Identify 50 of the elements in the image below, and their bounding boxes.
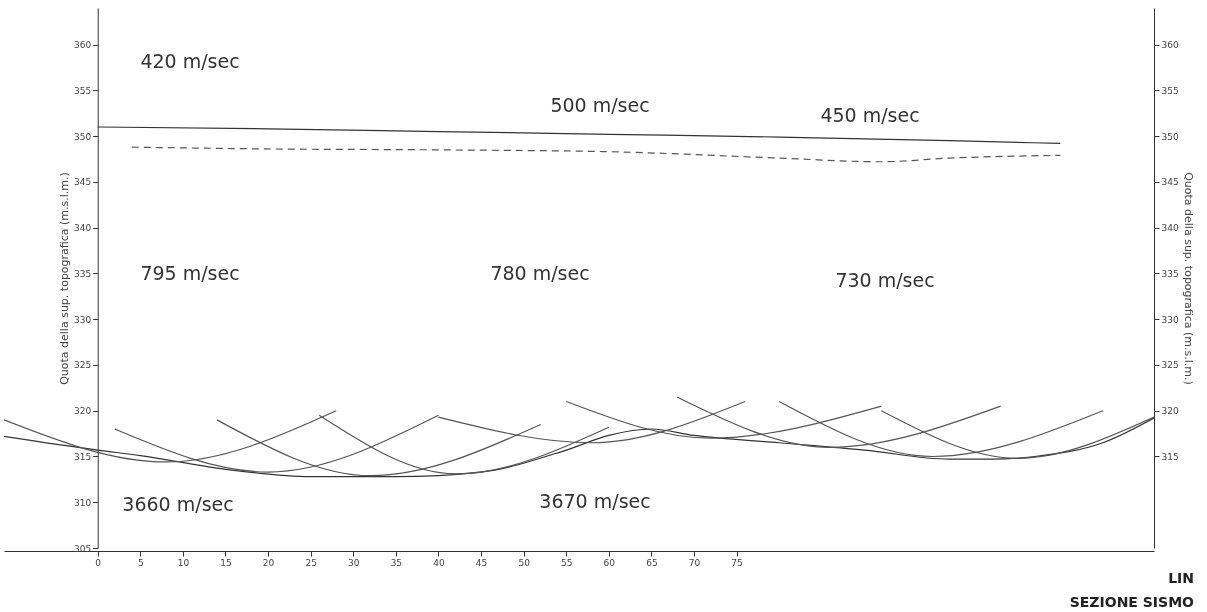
- text: SEZIONE SISMO: [1069, 594, 1195, 610]
- x-tick-label: 50: [518, 557, 531, 568]
- annotation: 795 m/sec: [140, 262, 240, 284]
- x-tick-label: 15: [220, 557, 232, 568]
- annotation: 780 m/sec: [490, 262, 590, 284]
- y-tick-label: 320: [74, 406, 92, 417]
- x-tick-label: 40: [433, 557, 445, 568]
- y-tick-label: 325: [74, 360, 92, 371]
- annotation: 500 m/sec: [550, 94, 650, 116]
- x-tick-label: 45: [475, 557, 488, 568]
- y-tick-label: 305: [74, 543, 92, 554]
- y2-tick-label: 330: [1161, 314, 1179, 325]
- x-tick-label: 10: [177, 557, 190, 568]
- x-tick-label: 20: [262, 557, 275, 568]
- x-tick-label: 0: [95, 557, 102, 568]
- annotation: 730 m/sec: [835, 269, 935, 291]
- y-tick-label: 310: [74, 497, 92, 508]
- annotation: 420 m/sec: [140, 50, 240, 72]
- y2-tick-label: 360: [1161, 40, 1179, 51]
- y2-tick-label: 335: [1161, 268, 1179, 279]
- y2-tick-label: 320: [1161, 406, 1179, 417]
- y2-tick-label: 350: [1161, 131, 1179, 142]
- y-axis-title: Quota della sup. topografica (m.s.l.m.): [58, 172, 72, 385]
- y-tick-label: 315: [74, 451, 92, 462]
- x-tick-label: 35: [390, 557, 403, 568]
- y-tick-label: 360: [74, 40, 92, 51]
- x-tick-label: 70: [688, 557, 701, 568]
- annotation: 3660 m/sec: [122, 493, 234, 515]
- y2-tick-label: 355: [1161, 85, 1179, 96]
- y2-tick-label: 340: [1161, 223, 1179, 234]
- text: LIN: [1168, 570, 1194, 586]
- y2-tick-label: 325: [1161, 360, 1179, 371]
- y-tick-label: 345: [74, 177, 92, 188]
- y2-axis-title: Quota della sup. topografica (m.s.l.m.): [1181, 172, 1195, 385]
- y-tick-label: 350: [74, 131, 92, 142]
- y-tick-label: 330: [74, 314, 92, 325]
- x-tick-label: 65: [646, 557, 658, 568]
- x-tick-label: 30: [348, 557, 360, 568]
- x-tick-label: 25: [305, 557, 317, 568]
- y2-tick-label: 345: [1161, 177, 1179, 188]
- annotation: 450 m/sec: [820, 104, 920, 126]
- x-tick-label: 55: [561, 557, 573, 568]
- x-tick-label: 75: [731, 557, 743, 568]
- y-tick-label: 355: [74, 85, 92, 96]
- annotation: 3670 m/sec: [539, 490, 651, 512]
- y-tick-label: 335: [74, 268, 92, 279]
- x-tick-label: 5: [137, 557, 144, 568]
- y2-tick-label: 315: [1161, 451, 1179, 462]
- x-tick-label: 60: [603, 557, 616, 568]
- y-tick-label: 340: [74, 223, 92, 234]
